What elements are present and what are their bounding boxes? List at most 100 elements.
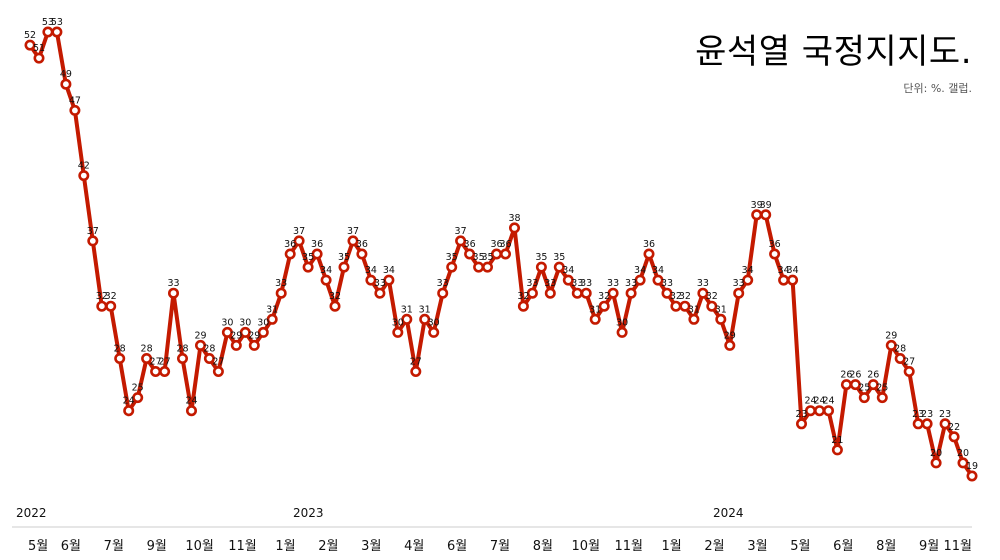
data-label: 36 bbox=[499, 239, 511, 250]
data-label: 23 bbox=[912, 409, 924, 420]
data-label: 37 bbox=[455, 226, 467, 237]
data-label: 53 bbox=[51, 17, 63, 28]
data-label: 29 bbox=[885, 330, 897, 341]
data-label: 36 bbox=[464, 239, 476, 250]
data-label: 30 bbox=[392, 317, 404, 328]
data-label: 27 bbox=[410, 357, 422, 368]
data-point bbox=[948, 431, 960, 443]
year-labels: 2022 2023 2024 bbox=[16, 506, 744, 520]
data-point bbox=[957, 457, 969, 469]
data-point bbox=[912, 418, 924, 430]
data-point bbox=[24, 39, 36, 51]
data-label: 36 bbox=[311, 239, 323, 250]
data-point bbox=[804, 405, 816, 417]
data-label: 33 bbox=[167, 278, 179, 289]
data-point bbox=[553, 261, 565, 273]
chart-title: 윤석열 국정지지도. bbox=[695, 32, 972, 72]
data-point bbox=[302, 261, 314, 273]
data-label: 34 bbox=[652, 265, 664, 276]
data-label: 34 bbox=[787, 265, 799, 276]
data-point bbox=[921, 418, 933, 430]
data-label: 28 bbox=[176, 344, 188, 355]
data-label: 32 bbox=[105, 291, 117, 302]
data-label: 26 bbox=[840, 370, 852, 381]
year-label: 2023 bbox=[293, 506, 324, 520]
data-point bbox=[544, 287, 556, 299]
data-label: 36 bbox=[769, 239, 781, 250]
data-point bbox=[894, 352, 906, 364]
month-tick-label: 4월 bbox=[404, 539, 424, 554]
data-label: 25 bbox=[132, 383, 144, 394]
month-tick-label: 3월 bbox=[361, 539, 381, 554]
data-point bbox=[778, 274, 790, 286]
data-point bbox=[607, 287, 619, 299]
data-label: 22 bbox=[948, 422, 960, 433]
data-point bbox=[652, 274, 664, 286]
data-label: 33 bbox=[607, 278, 619, 289]
data-label: 32 bbox=[679, 291, 691, 302]
data-label: 33 bbox=[697, 278, 709, 289]
month-tick-label: 6월 bbox=[833, 539, 853, 554]
data-point bbox=[455, 235, 467, 247]
data-label: 24 bbox=[813, 396, 825, 407]
data-label: 33 bbox=[571, 278, 583, 289]
month-tick-label: 10월 bbox=[572, 539, 601, 554]
data-label: 36 bbox=[490, 239, 502, 250]
data-label: 33 bbox=[437, 278, 449, 289]
data-point bbox=[311, 248, 323, 260]
data-point bbox=[96, 300, 108, 312]
data-label: 26 bbox=[867, 370, 879, 381]
data-point bbox=[186, 405, 198, 417]
data-point bbox=[822, 405, 834, 417]
data-label: 30 bbox=[428, 317, 440, 328]
data-label: 35 bbox=[446, 252, 458, 263]
data-label: 26 bbox=[849, 370, 861, 381]
month-tick-label: 2월 bbox=[318, 539, 338, 554]
data-markers bbox=[24, 26, 978, 482]
data-point bbox=[51, 26, 63, 38]
data-point bbox=[159, 365, 171, 377]
data-point bbox=[724, 339, 736, 351]
data-label: 47 bbox=[69, 95, 81, 106]
data-point bbox=[661, 287, 673, 299]
month-tick-label: 7월 bbox=[104, 539, 124, 554]
data-label: 31 bbox=[266, 304, 278, 315]
data-label: 37 bbox=[347, 226, 359, 237]
data-label: 36 bbox=[284, 239, 296, 250]
data-label: 32 bbox=[329, 291, 341, 302]
data-point bbox=[257, 326, 269, 338]
data-point bbox=[670, 300, 682, 312]
data-point bbox=[517, 300, 529, 312]
data-label: 34 bbox=[742, 265, 754, 276]
data-point bbox=[114, 352, 126, 364]
data-point bbox=[840, 379, 852, 391]
data-point bbox=[831, 444, 843, 456]
data-point bbox=[930, 457, 942, 469]
data-label: 34 bbox=[562, 265, 574, 276]
data-point bbox=[535, 261, 547, 273]
data-point bbox=[168, 287, 180, 299]
data-point bbox=[508, 222, 520, 234]
data-label: 52 bbox=[24, 30, 36, 41]
data-point bbox=[499, 248, 511, 260]
data-point bbox=[347, 235, 359, 247]
data-point bbox=[69, 104, 81, 116]
data-label: 49 bbox=[60, 69, 72, 80]
data-point bbox=[275, 287, 287, 299]
data-label: 33 bbox=[275, 278, 287, 289]
data-point bbox=[589, 313, 601, 325]
data-point bbox=[885, 339, 897, 351]
data-point bbox=[437, 287, 449, 299]
data-point bbox=[706, 300, 718, 312]
data-label: 23 bbox=[795, 409, 807, 420]
data-label: 31 bbox=[401, 304, 413, 315]
data-point bbox=[526, 287, 538, 299]
data-point bbox=[365, 274, 377, 286]
data-point bbox=[132, 392, 144, 404]
month-tick-label: 11월 bbox=[228, 539, 257, 554]
data-point bbox=[410, 365, 422, 377]
data-label: 31 bbox=[688, 304, 700, 315]
data-label: 31 bbox=[419, 304, 431, 315]
data-point bbox=[867, 379, 879, 391]
